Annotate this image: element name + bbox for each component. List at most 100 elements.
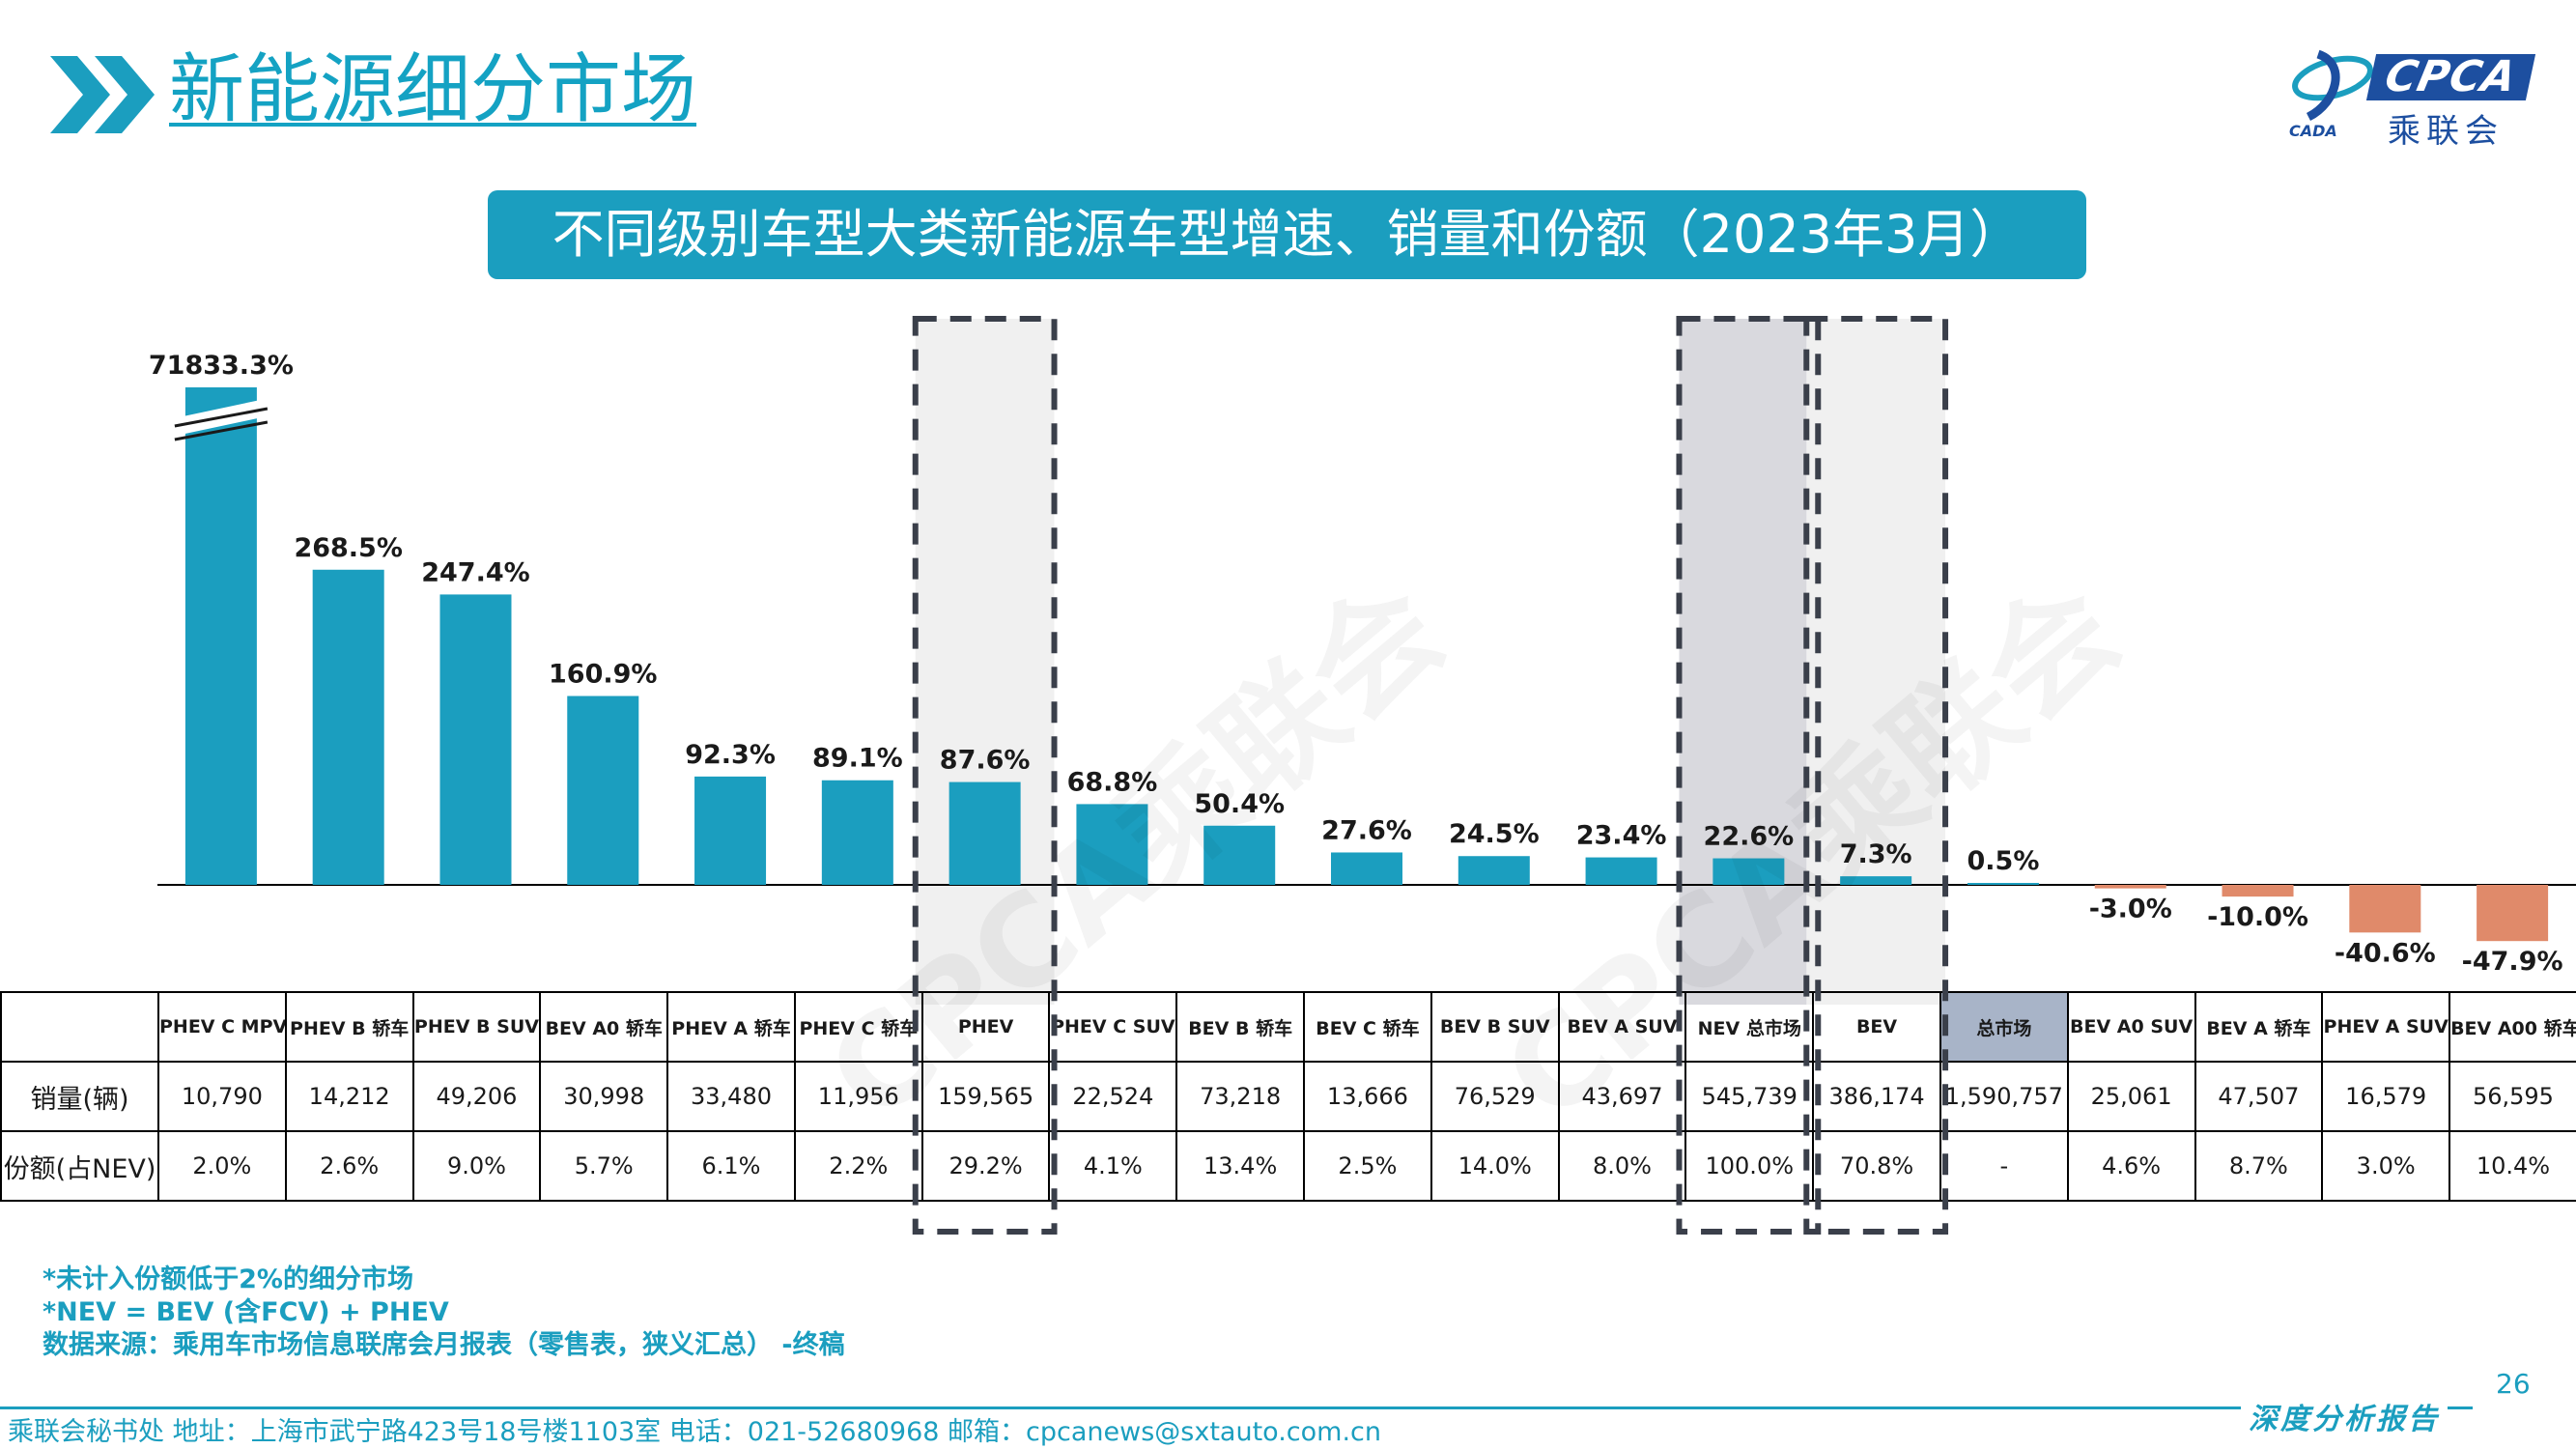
- table-cell: 3.0%: [2321, 1130, 2451, 1202]
- table-cell: 159,565: [920, 1061, 1051, 1132]
- bar-14: [1967, 883, 2039, 885]
- table-header-row: PHEV C MPV PHEV B 轿车 PHEV B SUV BEV A0 轿车 PH…: [0, 991, 2576, 1063]
- table-cell: 2.6%: [284, 1130, 414, 1202]
- value-label-11: 23.4%: [1576, 821, 1667, 851]
- table-cell: 1,590,757: [1939, 1061, 2069, 1132]
- bar-7: [1076, 804, 1148, 885]
- table-cell: -: [1939, 1130, 2069, 1202]
- table-cell: 8.0%: [1557, 1130, 1687, 1202]
- table-row-sales: 销量(辆) 10,790 14,212 49,206 30,998 33,480 11,95…: [0, 1061, 2576, 1132]
- table-header-cell: PHEV B 轿车: [284, 991, 414, 1063]
- sales-share-table: PHEV C MPV PHEV B 轿车 PHEV B SUV BEV A0 轿车 PH…: [0, 991, 2576, 1202]
- value-label-0: 71833.3%: [149, 351, 294, 381]
- value-label-17: -40.6%: [2335, 938, 2436, 968]
- table-cell: 49,206: [411, 1061, 542, 1132]
- table-cell: 14,212: [284, 1061, 414, 1132]
- bar-10: [1458, 856, 1530, 885]
- growth-bar-chart: 71833.3% 268.5% 247.4% 160.9% 92.3% 89.1% 87.6…: [149, 319, 2576, 1005]
- chevron-right-icon: [50, 56, 155, 133]
- table-cell: 8.7%: [2194, 1130, 2324, 1202]
- table-cell: 13,666: [1303, 1061, 1432, 1132]
- table-cell: 43,697: [1557, 1061, 1687, 1132]
- table-cell: 14.0%: [1430, 1130, 1560, 1202]
- table-cell: 5.7%: [539, 1130, 669, 1202]
- value-label-9: 27.6%: [1321, 815, 1412, 845]
- value-label-3: 160.9%: [549, 660, 657, 690]
- table-cell: 11,956: [793, 1061, 923, 1132]
- value-label-4: 92.3%: [685, 740, 776, 770]
- value-label-10: 24.5%: [1449, 819, 1540, 849]
- table-cell: 100.0%: [1684, 1130, 1815, 1202]
- table-cell: 10,790: [157, 1061, 287, 1132]
- value-label-16: -10.0%: [2207, 902, 2308, 932]
- logo-cn-text: 乘联会: [2388, 112, 2504, 151]
- page-title: 新能源细分市场: [169, 46, 697, 133]
- value-label-7: 68.8%: [1067, 767, 1158, 797]
- footer-divider: [0, 1406, 2473, 1409]
- table-header-cell: 总市场: [1939, 991, 2069, 1063]
- footer-report-label: 深度分析报告: [2241, 1395, 2448, 1437]
- value-label-14: 0.5%: [1967, 846, 2040, 876]
- table-header-cell: BEV: [1812, 991, 1941, 1063]
- table-header-cell: BEV C 轿车: [1303, 991, 1432, 1063]
- table-cell: 29.2%: [920, 1130, 1051, 1202]
- table-row-share: 份额(占NEV) 2.0% 2.6% 9.0% 5.7% 6.1% 2.2% 29.2% 4.1…: [0, 1130, 2576, 1202]
- table-cell: 2.2%: [793, 1130, 923, 1202]
- axis-break-mark: [174, 420, 269, 441]
- table-cell: 22,524: [1048, 1061, 1178, 1132]
- table-cell: 10.4%: [2449, 1130, 2576, 1202]
- table-header-cell: PHEV B SUV: [411, 991, 542, 1063]
- bar-9: [1331, 852, 1402, 885]
- table-header-cell: BEV A 轿车: [2194, 991, 2324, 1063]
- footnote-line: *NEV = BEV (含FCV) + PHEV: [42, 1297, 449, 1327]
- table-cell: 25,061: [2066, 1061, 2196, 1132]
- value-label-5: 89.1%: [812, 744, 903, 774]
- bar-0: [184, 387, 257, 885]
- table-cell: 9.0%: [411, 1130, 542, 1202]
- bar-18: [2477, 885, 2549, 942]
- slide-header: 新能源细分市场 CPCA 乘联会 CADA: [0, 0, 2576, 155]
- table-header-cell: PHEV C SUV: [1048, 991, 1178, 1063]
- table-header-cell: PHEV A 轿车: [666, 991, 796, 1063]
- bar-3: [567, 696, 639, 885]
- value-label-1: 268.5%: [294, 533, 402, 563]
- table-header-cell: BEV B SUV: [1430, 991, 1560, 1063]
- page-number: 26: [2496, 1368, 2531, 1400]
- bar-8: [1203, 825, 1276, 885]
- table-cell: 76,529: [1430, 1061, 1560, 1132]
- table-cell: 4.6%: [2066, 1130, 2196, 1202]
- table-cell: 73,218: [1175, 1061, 1306, 1132]
- table-header-cell: BEV A SUV: [1557, 991, 1687, 1063]
- table-header-cell: PHEV A SUV: [2321, 991, 2451, 1063]
- bar-11: [1585, 857, 1657, 885]
- table-row-label: 份额(占NEV): [0, 1130, 159, 1202]
- bar-16: [2222, 885, 2294, 897]
- table-cell: 47,507: [2194, 1061, 2324, 1132]
- table-corner-cell: [0, 991, 159, 1063]
- bar-17: [2349, 885, 2421, 933]
- value-label-15: -3.0%: [2089, 895, 2172, 924]
- table-row-label: 销量(辆): [0, 1061, 159, 1132]
- table-header-cell: BEV A00 轿车: [2449, 991, 2576, 1063]
- table-cell: 33,480: [666, 1061, 796, 1132]
- value-label-8: 50.4%: [1194, 789, 1285, 819]
- table-cell: 2.0%: [157, 1130, 287, 1202]
- logo-small-text: CADA: [2289, 122, 2337, 140]
- table-cell: 545,739: [1684, 1061, 1815, 1132]
- table-header-cell: BEV B 轿车: [1175, 991, 1306, 1063]
- footer-contact: 乘联会秘书处 地址：上海市武宁路423号18号楼1103室 电话：021-526…: [8, 1410, 1392, 1448]
- table-header-cell: PHEV C MPV: [157, 991, 287, 1063]
- table-cell: 16,579: [2321, 1061, 2451, 1132]
- bar-1: [312, 569, 384, 885]
- table-cell: 56,595: [2449, 1061, 2576, 1132]
- footnote-line: *未计入份额低于2%的细分市场: [42, 1264, 413, 1294]
- table-header-cell: BEV A0 轿车: [539, 991, 669, 1063]
- cpca-logo: CPCA 乘联会 CADA: [2279, 44, 2540, 151]
- table-header-cell: PHEV: [920, 991, 1051, 1063]
- table-header-cell: PHEV C 轿车: [793, 991, 923, 1063]
- table-cell: 386,174: [1812, 1061, 1941, 1132]
- footnote-line: 数据来源：乘用车市场信息联席会月报表（零售表，狭义汇总） -终稿: [42, 1330, 845, 1360]
- value-label-2: 247.4%: [421, 557, 529, 587]
- value-label-6: 87.6%: [940, 746, 1031, 776]
- table-cell: 70.8%: [1812, 1130, 1941, 1202]
